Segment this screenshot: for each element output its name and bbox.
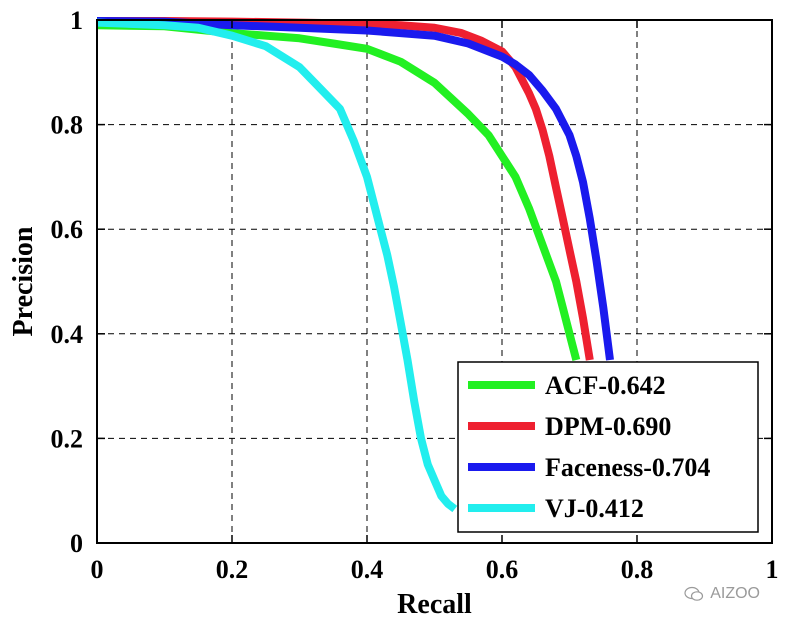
- legend-label-4: VJ-0.412: [545, 494, 644, 523]
- wechat-icon: [684, 586, 704, 601]
- legend-label-3: Faceness-0.704: [545, 453, 710, 482]
- legend: ACF-0.642 DPM-0.690 Faceness-0.704 VJ-0.412: [457, 361, 759, 533]
- x-tick-label: 0: [91, 555, 104, 584]
- series-line-4: [96, 18, 458, 513]
- y-tick-label: 0.6: [51, 215, 84, 244]
- axis-ticks: 0 0.2 0.4 0.6 0.8 1 0 0.2 0.4 0.6 0.8 1: [51, 6, 779, 584]
- watermark-text: AIZOO: [710, 585, 760, 602]
- legend-label-1: ACF-0.642: [545, 371, 666, 400]
- y-axis-title: Precision: [8, 226, 39, 336]
- series-line-1: [96, 21, 581, 362]
- y-tick-label: 0.4: [51, 320, 84, 349]
- x-tick-label: 0.6: [486, 555, 519, 584]
- legend-box: [457, 361, 759, 533]
- watermark: AIZOO: [684, 585, 760, 603]
- x-axis-title: Recall: [397, 589, 472, 620]
- series-lines: [96, 17, 614, 513]
- y-tick-label: 0: [70, 529, 83, 558]
- x-tick-label: 0.8: [621, 555, 654, 584]
- x-tick-label: 0.4: [351, 555, 384, 584]
- series-line-2: [97, 17, 594, 361]
- legend-label-2: DPM-0.690: [545, 412, 671, 441]
- y-tick-label: 1: [70, 6, 83, 35]
- x-tick-label: 1: [766, 555, 779, 584]
- x-tick-label: 0.2: [216, 555, 249, 584]
- y-tick-label: 0.8: [51, 111, 84, 140]
- y-tick-label: 0.2: [51, 424, 84, 453]
- plot-frame: [96, 19, 773, 544]
- series-line-3: [96, 17, 614, 361]
